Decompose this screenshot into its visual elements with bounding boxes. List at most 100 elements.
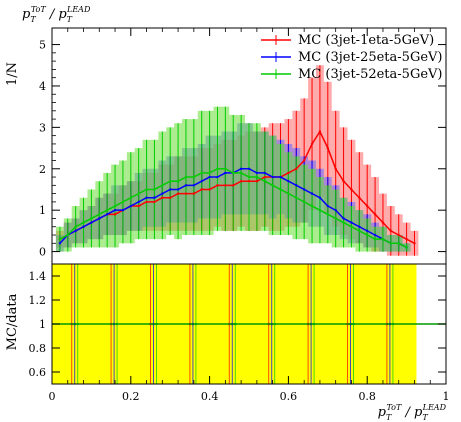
data-point-1	[271, 175, 274, 179]
data-point-0	[413, 242, 416, 245]
data-point-2	[153, 188, 156, 191]
data-point-2	[287, 192, 290, 195]
data-point-2	[121, 200, 125, 204]
data-point-1	[358, 225, 361, 228]
data-point-1	[74, 229, 77, 233]
data-point-2	[263, 179, 266, 183]
data-point-2	[366, 233, 369, 237]
data-point-0	[232, 184, 235, 187]
data-point-2	[161, 184, 164, 187]
data-point-0	[389, 229, 393, 233]
data-point-2	[381, 237, 385, 241]
main-y-tick-label: 0	[39, 246, 46, 259]
data-point-1	[58, 242, 62, 245]
data-point-0	[247, 179, 251, 183]
data-point-2	[224, 167, 227, 170]
data-point-1	[153, 196, 156, 199]
data-point-2	[350, 225, 353, 228]
x-tick-label: 0.4	[201, 390, 219, 403]
data-point-2	[58, 237, 62, 241]
data-point-0	[287, 171, 290, 175]
data-point-1	[208, 175, 211, 179]
data-point-2	[295, 196, 298, 199]
data-point-1	[373, 233, 377, 237]
data-point-2	[326, 213, 329, 216]
data-point-0	[263, 175, 266, 179]
data-point-0	[216, 184, 219, 187]
data-point-2	[129, 196, 132, 199]
data-point-2	[105, 208, 109, 212]
data-point-0	[295, 167, 298, 170]
data-point-1	[137, 200, 140, 204]
ratio-y-tick-label: 1.4	[29, 270, 47, 283]
legend-label-2: MC (3jet-52eta-5GeV)	[298, 67, 443, 82]
data-point-1	[247, 167, 251, 170]
data-point-2	[208, 171, 211, 175]
data-point-0	[302, 159, 306, 162]
data-point-2	[373, 237, 377, 241]
main-y-tick-label: 2	[39, 163, 46, 176]
data-point-1	[350, 221, 353, 224]
ratio-y-tick-label: 1.2	[29, 294, 47, 307]
data-point-2	[405, 246, 408, 249]
main-y-tick-label: 5	[39, 39, 46, 52]
data-point-1	[279, 175, 282, 179]
main-panel: 0 1 2 3 4 5 1/N	[5, 27, 447, 265]
data-point-1	[192, 184, 196, 187]
x-axis-label: pTToT / pTLEAD	[378, 403, 447, 422]
x-tick-label: 0.2	[122, 390, 140, 403]
ratio-y-tick-label: 0.8	[29, 342, 47, 355]
x-tick-label: 0.6	[280, 390, 298, 403]
x-tick-label: 0.8	[358, 390, 376, 403]
data-point-1	[105, 213, 109, 216]
main-y-tick-label: 1	[39, 204, 46, 217]
data-point-0	[153, 200, 156, 204]
data-point-0	[137, 204, 140, 208]
data-point-2	[389, 242, 393, 245]
data-point-2	[192, 175, 196, 179]
data-point-1	[310, 192, 314, 195]
data-point-0	[224, 184, 227, 187]
data-point-1	[318, 196, 322, 199]
data-point-2	[216, 167, 219, 170]
data-point-0	[176, 192, 180, 195]
data-point-2	[342, 221, 345, 224]
data-point-2	[255, 175, 259, 179]
ratio-y-axis-label: MC/data	[5, 293, 20, 350]
data-point-0	[255, 179, 259, 183]
data-point-1	[184, 184, 188, 187]
data-point-2	[247, 175, 251, 179]
data-point-0	[342, 179, 345, 183]
data-point-0	[334, 167, 337, 170]
data-point-2	[271, 184, 274, 187]
data-point-1	[342, 217, 345, 220]
ratio-y-tick-label: 0.6	[29, 366, 47, 379]
data-point-0	[310, 142, 314, 146]
data-point-2	[318, 208, 322, 212]
data-point-2	[358, 229, 361, 233]
data-point-0	[169, 196, 172, 199]
data-point-1	[90, 221, 93, 224]
data-point-1	[334, 208, 337, 212]
data-point-1	[263, 171, 266, 175]
data-point-0	[405, 237, 408, 241]
data-point-2	[169, 179, 172, 183]
data-point-0	[184, 192, 188, 195]
x-tick-label: 0	[49, 390, 56, 403]
data-point-2	[310, 204, 314, 208]
data-point-2	[145, 188, 148, 191]
data-point-1	[326, 204, 329, 208]
x-tick-label: 1	[443, 390, 450, 403]
data-point-0	[381, 221, 385, 224]
data-point-0	[397, 233, 400, 237]
data-point-1	[216, 175, 219, 179]
data-point-0	[161, 196, 164, 199]
data-point-1	[255, 171, 259, 175]
data-point-2	[302, 200, 306, 204]
data-point-1	[161, 192, 164, 195]
series-line-0	[59, 129, 415, 244]
data-point-1	[169, 188, 172, 191]
data-point-1	[129, 204, 132, 208]
data-point-2	[232, 171, 235, 175]
